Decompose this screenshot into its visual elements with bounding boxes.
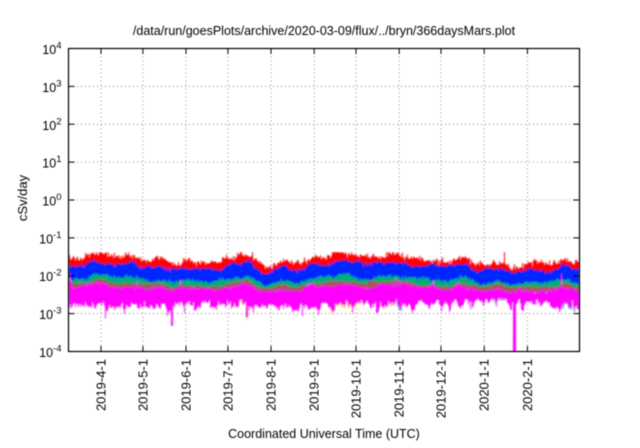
svg-text:2019-11-1: 2019-11-1 [392, 359, 407, 417]
svg-text:2019-10-1: 2019-10-1 [349, 359, 364, 418]
svg-text:2020-2-1: 2020-2-1 [520, 359, 535, 411]
svg-text:Coordinated Universal Time (UT: Coordinated Universal Time (UTC) [228, 427, 420, 441]
svg-text:cSv/day: cSv/day [15, 174, 30, 221]
svg-text:2019-8-1: 2019-8-1 [264, 359, 279, 411]
svg-text:/data/run/goesPlots/archive/20: /data/run/goesPlots/archive/2020-03-09/f… [133, 24, 516, 38]
svg-text:2019-5-1: 2019-5-1 [135, 359, 150, 411]
svg-text:2019-9-1: 2019-9-1 [307, 359, 322, 411]
svg-text:2019-12-1: 2019-12-1 [434, 359, 449, 418]
svg-text:2019-4-1: 2019-4-1 [94, 359, 109, 411]
svg-text:2019-7-1: 2019-7-1 [220, 359, 235, 411]
svg-text:2019-6-1: 2019-6-1 [179, 359, 194, 411]
svg-text:2020-1-1: 2020-1-1 [477, 359, 492, 411]
